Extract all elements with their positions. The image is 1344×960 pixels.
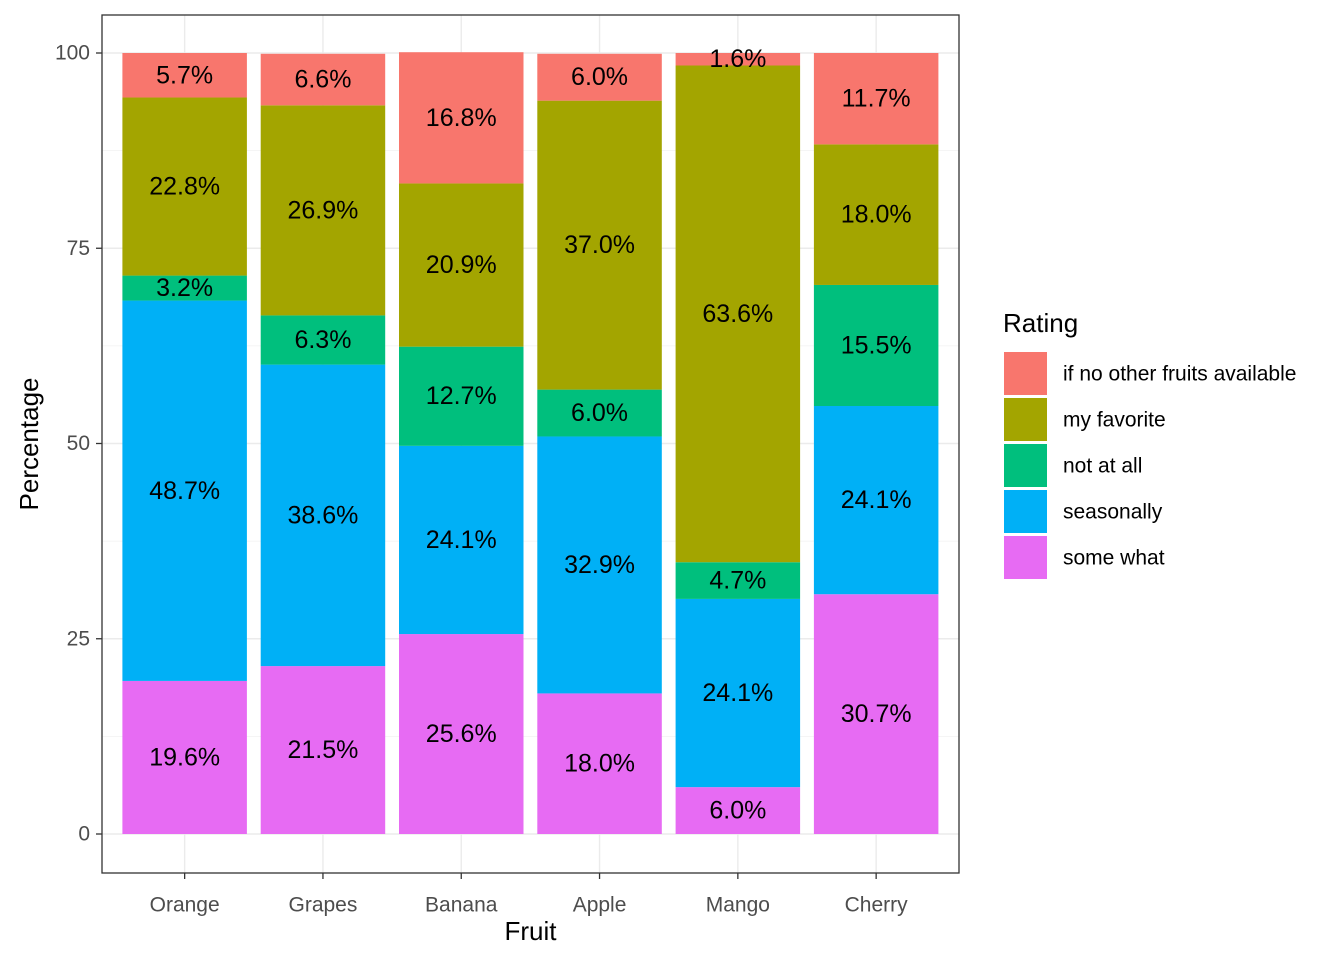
bar-segment [813,594,939,834]
data-label: 25.6% [426,720,497,748]
x-tick-label: Cherry [845,894,909,917]
data-label: 24.1% [841,486,912,514]
legend-label: not at all [1063,455,1142,478]
data-label: 32.9% [564,551,635,579]
bar-segment [813,144,939,285]
legend-key [1004,490,1047,533]
bar-segment [675,562,801,599]
bar-segment [260,364,386,667]
data-label: 19.6% [149,743,220,771]
bar-segment [537,436,662,694]
bar-segment [399,52,524,184]
y-tick-label: 0 [78,823,90,846]
data-label: 6.3% [294,326,351,354]
data-label: 20.9% [426,251,497,279]
bar-segment [675,598,801,788]
bar-segment [675,787,801,834]
y-tick-label: 75 [67,237,90,260]
y-tick-label: 50 [67,432,90,455]
legend-key [1004,536,1047,579]
bar-segment [399,346,524,446]
legend-key [1004,352,1047,395]
x-tick-label: Banana [425,894,498,917]
data-label: 63.6% [702,300,773,328]
bar-segment [537,53,662,101]
data-label: 37.0% [564,231,635,259]
legend-title: Rating [1003,308,1078,338]
data-label: 12.7% [426,382,497,410]
x-tick-label: Apple [573,894,627,917]
data-label: 48.7% [149,477,220,505]
bar-segment [537,100,662,390]
bar-segment [813,53,939,145]
x-tick-label: Mango [706,894,770,917]
data-label: 11.7% [842,85,911,113]
data-label: 24.1% [426,526,497,554]
data-label: 6.6% [294,66,351,94]
bar-segment [537,389,662,437]
data-label: 6.0% [571,399,628,427]
data-label: 24.1% [702,679,773,707]
bar-segment [399,634,524,834]
data-label: 6.0% [571,63,628,91]
data-label: 15.5% [841,331,912,359]
bar-segment [260,105,386,316]
data-label: 22.8% [149,173,220,201]
bar-segment [260,315,386,365]
bar-segment [399,445,524,635]
y-axis-title: Percentage [14,378,44,511]
legend-label: if no other fruits available [1063,363,1296,386]
bar-segment [122,97,247,276]
data-label: 18.0% [841,201,912,229]
y-tick-label: 25 [67,627,90,650]
bar-segment [675,53,801,66]
axes: 0 25 50 75 100 Orange Grapes Banana Apple Mango Ch… [55,42,908,917]
bar-segment [122,53,247,98]
bar-segment [675,65,801,563]
legend-label: seasonally [1063,501,1163,524]
bar-segment [122,300,247,681]
legend-label: some what [1063,547,1165,570]
bar-segment [122,275,247,301]
data-label: 16.8% [426,104,497,132]
legend-key [1004,444,1047,487]
bar-segment [122,680,247,834]
bar-segment [260,53,386,106]
data-label: 38.6% [288,501,359,529]
bar-segment [399,183,524,347]
x-tick-label: Grapes [289,894,358,917]
bars [122,52,939,834]
legend-key [1004,398,1047,441]
data-label: 21.5% [288,736,359,764]
legend: Rating if no other fruits available my fa… [1003,308,1296,579]
legend-label: my favorite [1063,409,1166,432]
data-label: 3.2% [156,274,213,302]
data-labels: 19.6% 48.7% 3.2% 22.8% 5.7% 21.5% 38.6% 6.3% 26.… [149,45,911,824]
data-label: 30.7% [841,700,912,728]
y-tick-label: 100 [55,42,90,65]
bar-segment [260,666,386,834]
bar-segment [537,693,662,834]
data-label: 18.0% [564,750,635,778]
bar-segment [813,284,939,407]
data-label: 4.7% [709,567,766,595]
data-label: 1.6% [709,45,766,73]
data-label: 5.7% [156,61,213,89]
x-tick-label: Orange [150,894,220,917]
bar-segment [813,406,939,595]
x-axis-title: Fruit [505,916,558,946]
data-label: 6.0% [709,797,766,825]
data-label: 26.9% [288,196,359,224]
